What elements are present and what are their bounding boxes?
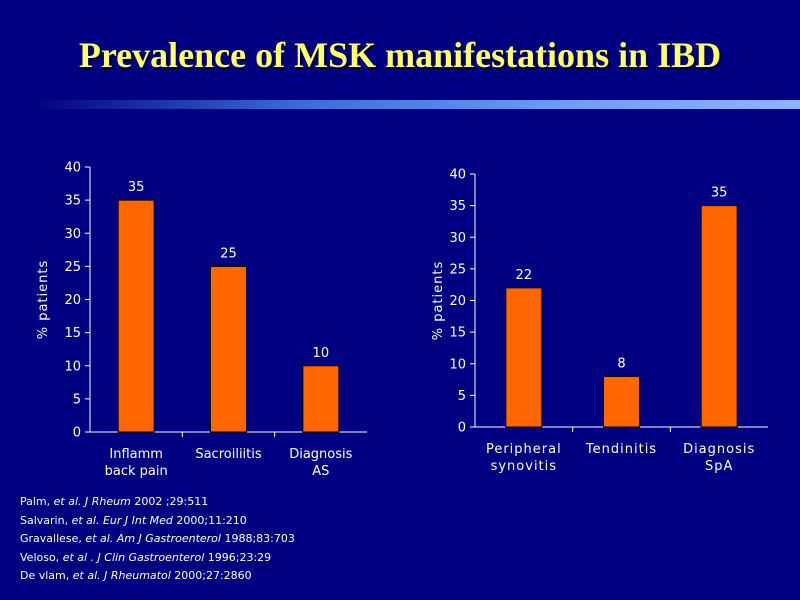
right-chart-bar xyxy=(603,375,640,428)
left-chart-data-label: 35 xyxy=(128,180,145,195)
right-chart-y-tick-label: 0 xyxy=(458,421,466,436)
right-chart-y-tick-label: 35 xyxy=(449,199,466,214)
right-chart-y-tick-label: 40 xyxy=(449,168,466,183)
right-chart-category-label: SpA xyxy=(705,459,733,474)
left-chart-y-axis-title: % patients xyxy=(36,260,51,340)
left-chart-data-label: 25 xyxy=(220,246,237,261)
left-chart-y-tick-label: 20 xyxy=(64,293,81,308)
left-chart-category-label: AS xyxy=(312,464,329,479)
left-chart-category-label: Inflamm xyxy=(109,447,163,462)
left-chart-y-tick-label: 35 xyxy=(64,194,81,209)
left-chart-category-label: back pain xyxy=(105,464,168,479)
reference-1: Palm, et al. J Rheum 2002 ;29:511 xyxy=(20,495,209,508)
right-chart-category-label: synovitis xyxy=(491,459,557,474)
right-chart-y-tick-label: 5 xyxy=(458,389,466,404)
left-chart-y-tick-label: 40 xyxy=(64,161,81,176)
reference-5: De vlam, et al. J Rheumatol 2000;27:2860 xyxy=(20,569,252,583)
left-chart-y-tick-label: 15 xyxy=(64,326,81,341)
reference-4: Veloso, et al . J Clin Gastroenterol 199… xyxy=(20,550,272,564)
left-chart-bar xyxy=(117,199,155,433)
left-chart-y-tick-label: 5 xyxy=(73,392,81,407)
right-chart-data-label: 35 xyxy=(711,186,728,201)
right-chart-y-tick-label: 30 xyxy=(449,231,466,246)
right-chart-y-axis-title: % patients xyxy=(431,261,446,341)
right-chart-y-tick-label: 25 xyxy=(449,262,466,277)
right-chart-y-tick-label: 15 xyxy=(449,326,466,341)
references: Palm, et al. J Rheum 2002 ;29:511 Salvar… xyxy=(20,493,295,586)
right-chart-bar xyxy=(505,287,543,428)
right-chart-y-tick-label: 20 xyxy=(449,294,466,309)
left-chart-bar xyxy=(302,365,340,433)
right-chart-bar xyxy=(700,205,738,428)
title-divider xyxy=(30,100,800,109)
reference-3: Gravallese, et al. Am J Gastroenterol 19… xyxy=(20,532,295,546)
right-chart-category-label: Tendinitis xyxy=(585,442,657,457)
left-chart-y-tick-label: 10 xyxy=(64,359,81,374)
left-chart-y-tick-label: 25 xyxy=(64,260,81,275)
left-chart-bar xyxy=(210,265,247,433)
reference-2: Salvarin, et al. Eur J Int Med 2000;11:2… xyxy=(20,513,247,527)
right-chart-y-tick-label: 10 xyxy=(449,357,466,372)
slide-title: Prevalence of MSK manifestations in IBD xyxy=(78,35,722,75)
left-chart-category-label: Sacroiliitis xyxy=(195,447,262,462)
left-chart-category-label: Diagnosis xyxy=(289,447,352,462)
right-chart-category-label: Diagnosis xyxy=(683,442,755,457)
right-chart-category-label: Peripheral xyxy=(486,442,562,457)
left-chart-y-tick-label: 30 xyxy=(64,227,81,242)
left-chart-data-label: 10 xyxy=(313,346,330,361)
left-chart-y-tick-label: 0 xyxy=(73,426,81,441)
right-chart-data-label: 22 xyxy=(516,268,533,283)
right-chart-data-label: 8 xyxy=(617,356,625,371)
